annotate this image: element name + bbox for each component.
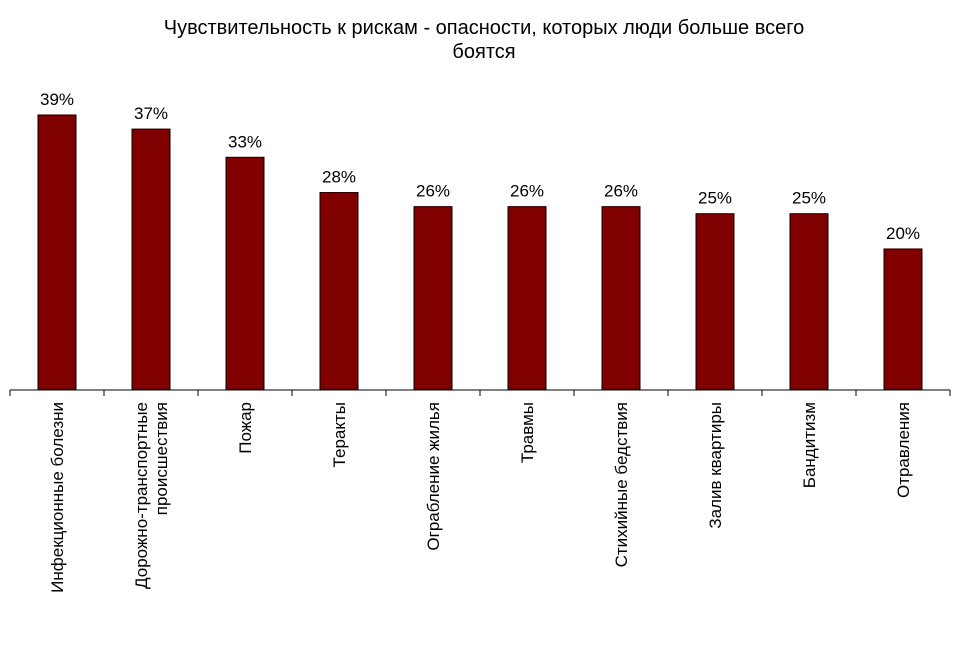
bar	[131, 128, 171, 391]
bar	[225, 156, 265, 391]
bar	[789, 213, 829, 391]
bar-value-label: 26%	[510, 182, 544, 201]
chart-title-line: Чувствительность к рискам - опасности, к…	[164, 17, 804, 39]
category-label: Ограбление жилья	[424, 402, 443, 551]
chart-title-line: боятся	[452, 41, 515, 63]
bar	[601, 206, 641, 391]
bar	[413, 206, 453, 391]
chart-title: Чувствительность к рискам - опасности, к…	[164, 17, 804, 63]
bar	[37, 114, 77, 391]
category-label: Пожар	[236, 402, 255, 454]
bar-value-label: 28%	[322, 168, 356, 187]
bar-value-label: 37%	[134, 104, 168, 123]
category-label: Бандитизм	[800, 402, 819, 488]
data-labels: 39% 37% 33% 28% 26% 26% 26% 25% 25% 20%	[40, 90, 920, 243]
category-label: Теракты	[330, 402, 349, 467]
bar	[695, 213, 735, 391]
category-label: Инфекционные болезни	[48, 402, 67, 593]
bars	[37, 114, 923, 391]
bar-value-label: 25%	[698, 189, 732, 208]
bar-value-label: 39%	[40, 90, 74, 109]
bar-value-label: 26%	[604, 182, 638, 201]
category-label: Дорожно-транспортныепроисшествия	[132, 402, 171, 589]
bar-value-label: 20%	[886, 224, 920, 243]
bar	[319, 192, 359, 391]
category-label: Стихийные бедствия	[612, 402, 631, 567]
bar-value-label: 33%	[228, 132, 262, 151]
bar-value-label: 25%	[792, 189, 826, 208]
bar-value-label: 26%	[416, 182, 450, 201]
x-axis	[9, 389, 951, 396]
bar	[507, 206, 547, 391]
category-label: Травмы	[518, 402, 537, 463]
bar	[883, 248, 923, 391]
x-tick-labels: Инфекционные болезни Дорожно-транспортные…	[48, 402, 913, 593]
category-label: Залив квартиры	[706, 402, 725, 529]
category-label: Отравления	[894, 402, 913, 498]
